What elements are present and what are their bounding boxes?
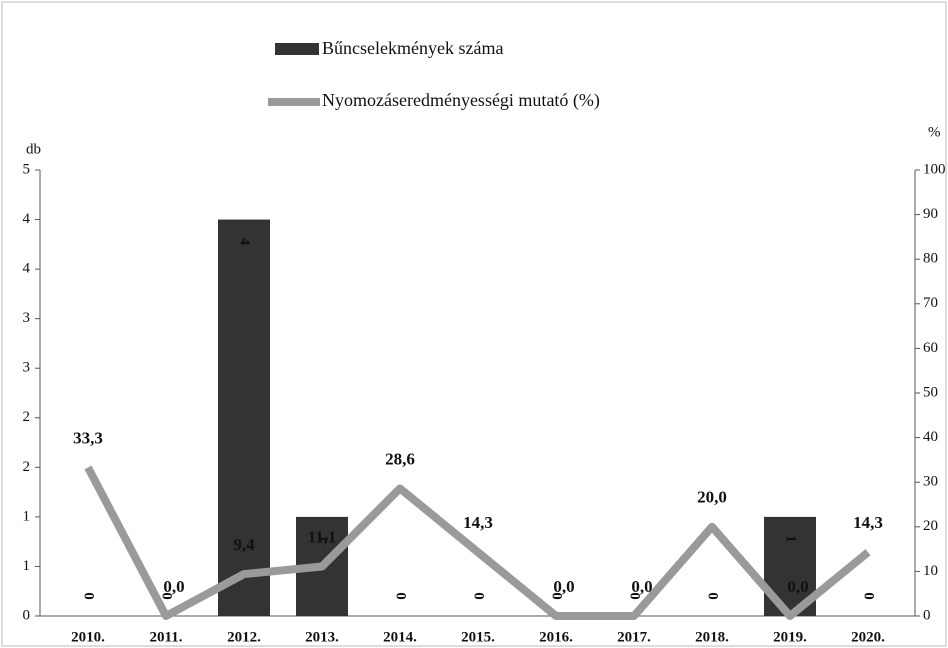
x-tick-label: 2010. bbox=[71, 629, 105, 645]
line-value-label: 0,0 bbox=[631, 577, 652, 596]
tick-label: 70 bbox=[923, 295, 938, 311]
bar-value-label: 0 bbox=[861, 592, 877, 600]
bar-value-label: 0 bbox=[471, 592, 487, 600]
bar bbox=[218, 220, 270, 616]
legend-label: Nyomozáseredményességi mutató (%) bbox=[322, 90, 600, 111]
x-tick-label: 2013. bbox=[305, 629, 339, 645]
chart: db % Bűncselekmények száma Nyomozáseredm… bbox=[0, 0, 948, 648]
tick-label: 10 bbox=[923, 563, 938, 579]
bar-value-label: 1 bbox=[783, 535, 799, 543]
line-value-label: 28,6 bbox=[385, 449, 415, 468]
tick-label: 0 bbox=[923, 607, 931, 623]
line-value-label: 9,4 bbox=[233, 535, 255, 554]
tick-label: 3 bbox=[23, 360, 31, 376]
tick-label: 40 bbox=[923, 429, 938, 445]
legend-swatch-bar bbox=[275, 43, 319, 55]
x-tick-label: 2016. bbox=[539, 629, 573, 645]
x-tick-label: 2012. bbox=[227, 629, 261, 645]
line-value-label: 0,0 bbox=[163, 577, 184, 596]
y2-axis-title: % bbox=[928, 124, 941, 140]
legend-label: Bűncselekmények száma bbox=[322, 38, 503, 58]
tick-label: 0 bbox=[23, 607, 31, 623]
line-value-label: 14,3 bbox=[463, 513, 493, 532]
tick-label: 80 bbox=[923, 251, 938, 267]
line-value-label: 14,3 bbox=[853, 513, 883, 532]
tick-label: 1 bbox=[23, 508, 31, 524]
bar-value-label: 0 bbox=[393, 592, 409, 600]
tick-label: 4 bbox=[23, 211, 31, 227]
line-value-label: 33,3 bbox=[73, 428, 103, 447]
tick-label: 60 bbox=[923, 340, 938, 356]
tick-label: 2 bbox=[23, 459, 31, 475]
tick-label: 90 bbox=[923, 206, 938, 222]
line-value-label: 20,0 bbox=[697, 488, 727, 507]
bar-value-label: 4 bbox=[237, 238, 253, 246]
bar-value-label: 0 bbox=[705, 592, 721, 600]
tick-label: 4 bbox=[23, 261, 31, 277]
y-axis-title: db bbox=[26, 141, 41, 157]
tick-label: 50 bbox=[923, 384, 938, 400]
line-value-label: 11,1 bbox=[308, 527, 337, 546]
line-value-label: 0,0 bbox=[787, 577, 808, 596]
x-tick-label: 2011. bbox=[150, 629, 183, 645]
x-tick-label: 2018. bbox=[695, 629, 729, 645]
tick-label: 20 bbox=[923, 518, 938, 534]
tick-label: 1 bbox=[23, 558, 31, 574]
tick-label: 2 bbox=[23, 409, 31, 425]
tick-label: 100 bbox=[923, 161, 946, 177]
x-tick-label: 2017. bbox=[617, 629, 651, 645]
line-value-label: 0,0 bbox=[553, 577, 574, 596]
x-tick-label: 2014. bbox=[383, 629, 417, 645]
x-tick-label: 2015. bbox=[461, 629, 495, 645]
x-tick-label: 2019. bbox=[773, 629, 807, 645]
tick-label: 30 bbox=[923, 474, 938, 490]
tick-label: 5 bbox=[23, 161, 31, 177]
x-tick-label: 2020. bbox=[851, 629, 885, 645]
bar-value-label: 0 bbox=[81, 592, 97, 600]
tick-label: 3 bbox=[23, 310, 31, 326]
